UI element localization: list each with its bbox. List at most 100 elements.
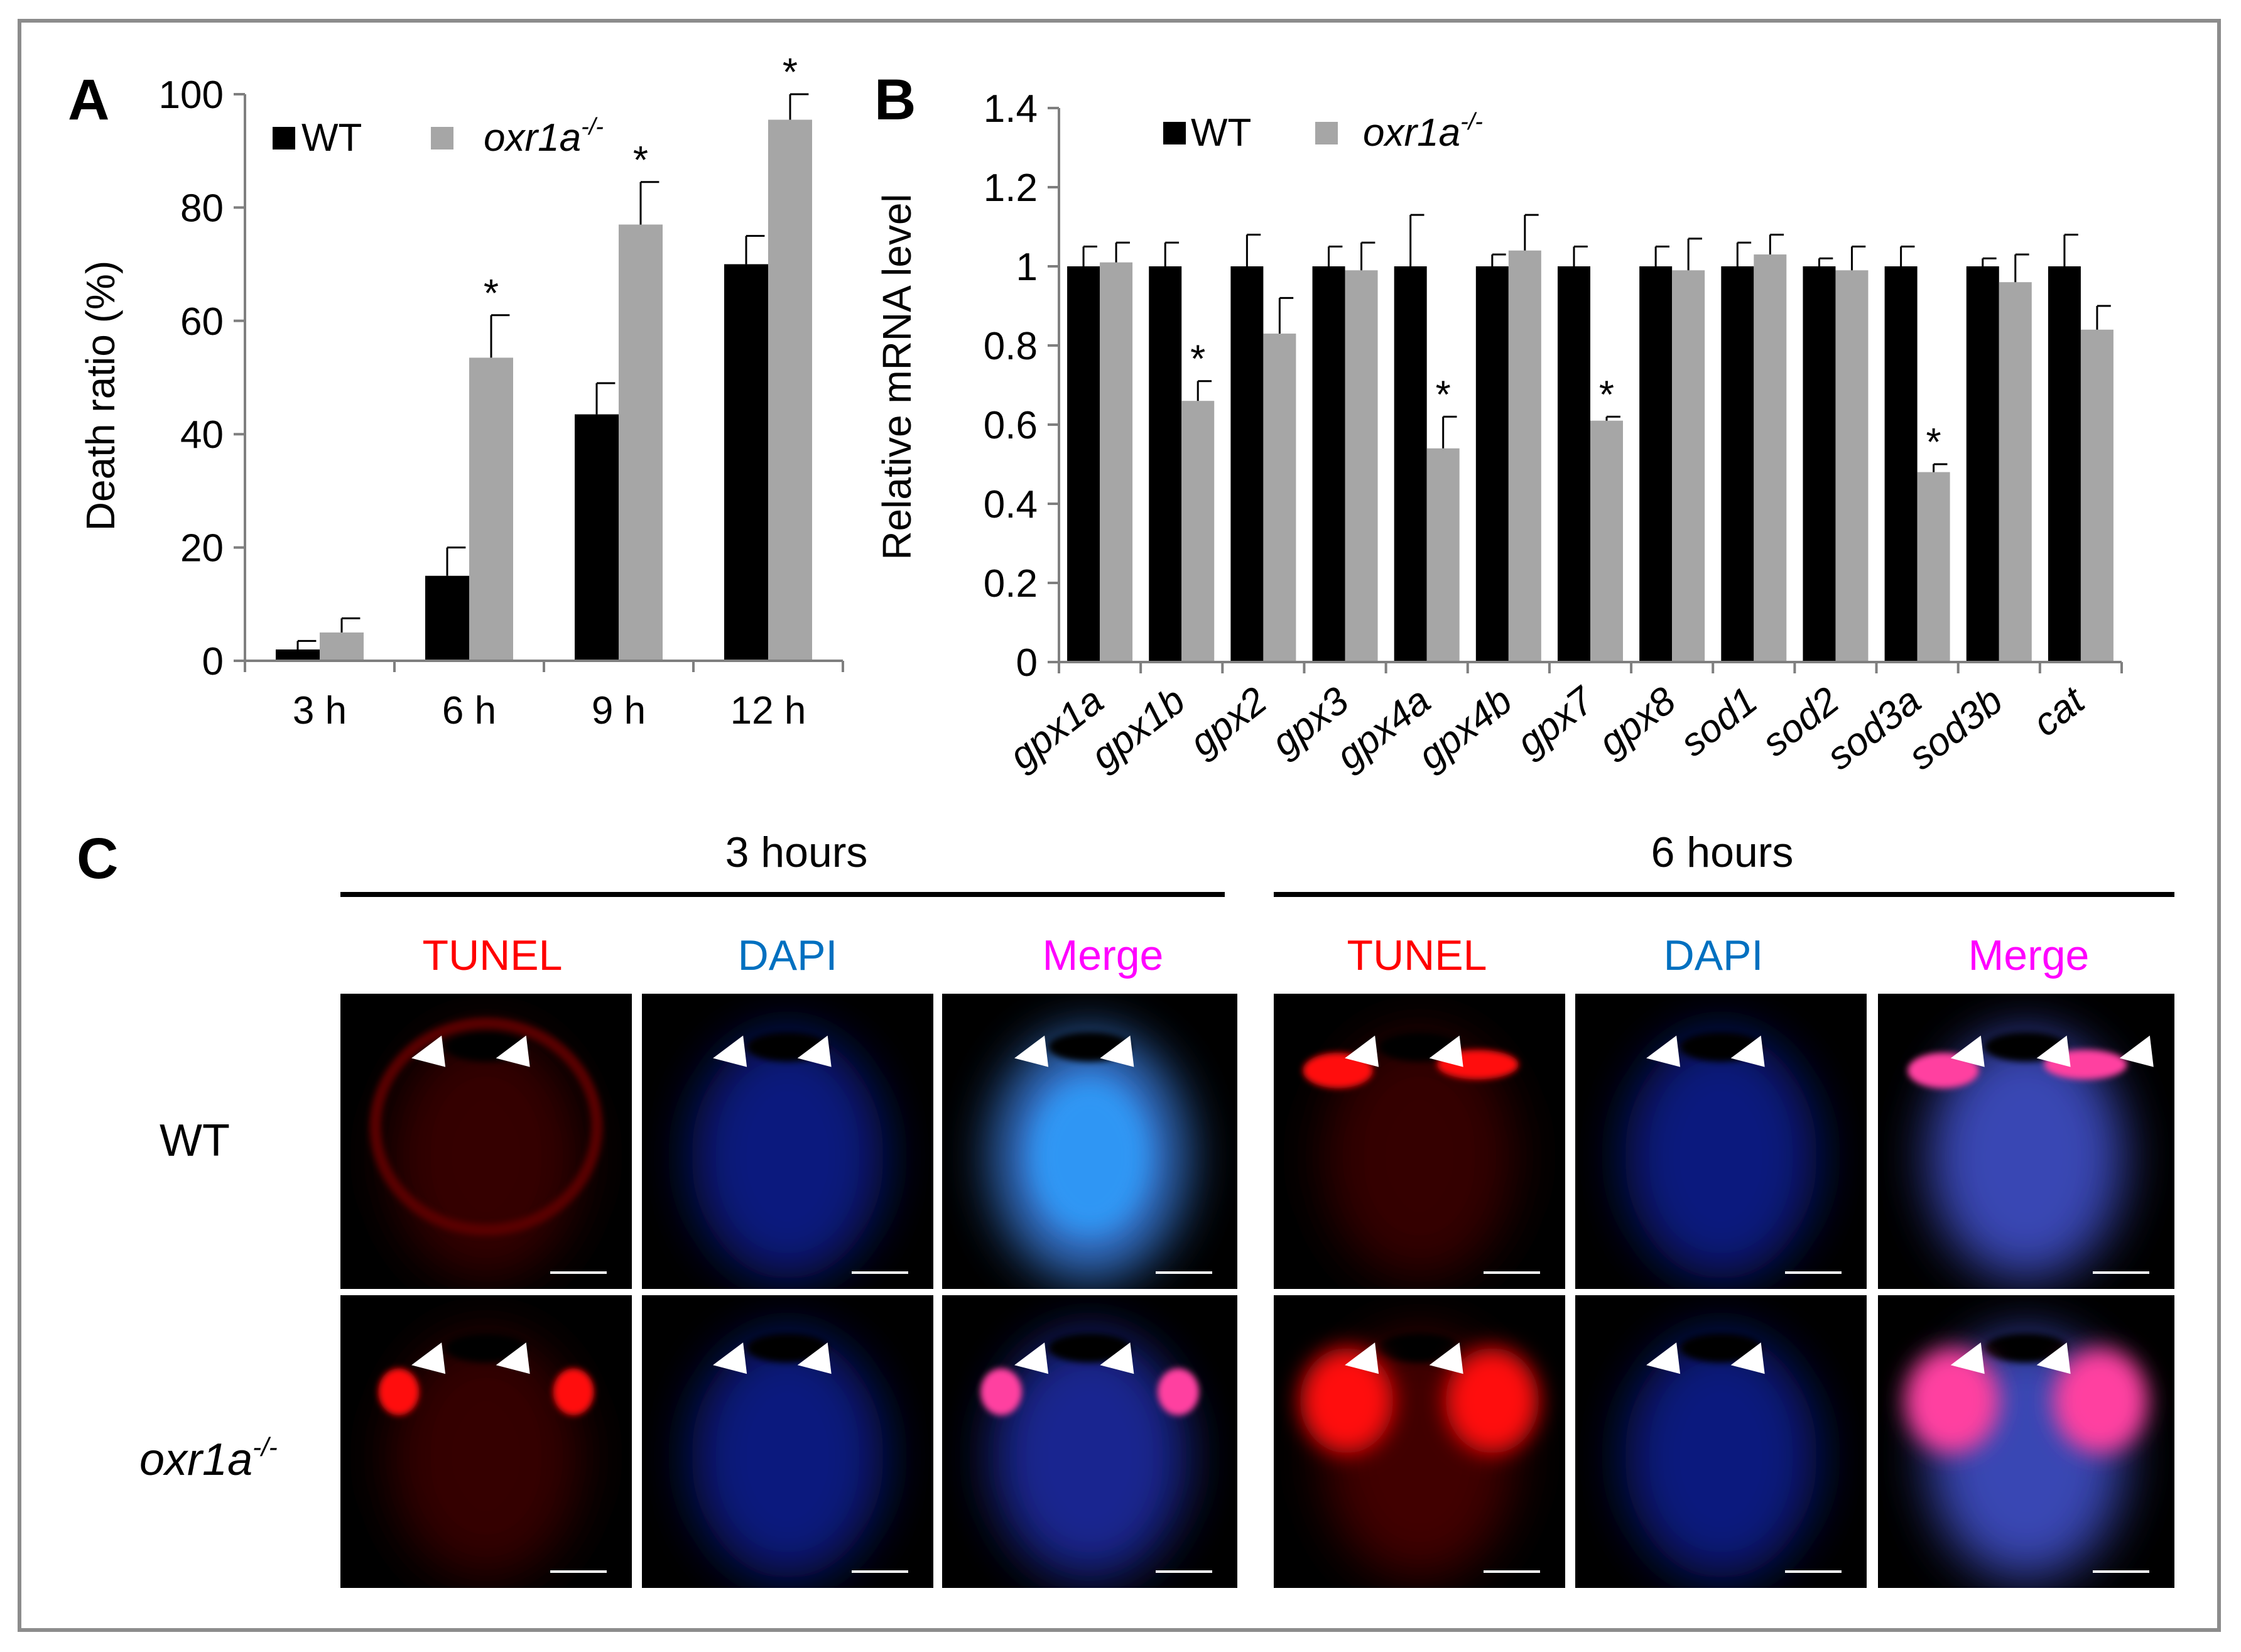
arrowhead-marker <box>411 1035 446 1067</box>
bar <box>1590 420 1623 662</box>
micrograph-tunel-3h-wt <box>340 994 632 1289</box>
x-tick-label: gpx7 <box>1509 678 1603 765</box>
panel-b-x-axis: gpx1agpx1bgpx2gpx3gpx4agpx4bgpx7gpx8sod1… <box>1001 661 2123 778</box>
arrowhead-marker <box>1730 1035 1765 1067</box>
bar <box>768 119 812 661</box>
y-tick-label: 80 <box>180 187 224 230</box>
legend-mutant-label: oxr1a-/- <box>1363 109 1483 155</box>
bar <box>1754 254 1787 663</box>
dark-region <box>747 1333 828 1363</box>
legend-mutant-sup: -/- <box>1460 109 1483 135</box>
legend-wt-swatch <box>1163 122 1186 144</box>
micrograph-tunel-3h-mutant <box>340 1295 632 1588</box>
micrograph-content <box>980 1333 1199 1580</box>
y-tick-label: 60 <box>180 300 224 344</box>
figure-frame <box>18 19 2221 1632</box>
bar <box>2080 329 2113 662</box>
channel-headers: TUNEL DAPI Merge TUNEL DAPI Merge <box>423 932 2090 979</box>
dark-region <box>1379 1333 1460 1363</box>
panel-c: C 3 hours 6 hours TUNEL DAPI Merge TUNEL… <box>77 827 2174 1588</box>
micrograph-content <box>1300 1333 1539 1580</box>
head-glow <box>1624 1032 1818 1280</box>
panel-a-x-axis: 3 h 6 h 9 h 12 h <box>244 660 844 732</box>
y-tick-label: 1.2 <box>984 166 1038 210</box>
head-glow <box>1323 1032 1516 1280</box>
x-tick-label: sod3a <box>1819 679 1929 778</box>
bar <box>724 264 768 661</box>
channel-tunel-3h: TUNEL <box>423 932 563 979</box>
bar <box>1917 472 1950 662</box>
channel-dapi-6h: DAPI <box>1664 932 1764 979</box>
panel-b-legend: WT oxr1a-/- <box>1163 109 1483 155</box>
panel-a: A Death ratio (%) 0 20 40 60 80 100 * * * 3 h 6 … <box>68 51 844 732</box>
head-glow <box>1624 1333 1818 1580</box>
tunel-signal <box>1300 1347 1394 1454</box>
panel-a-bars: * * * <box>276 51 812 661</box>
head-glow <box>389 1333 583 1580</box>
tunel-signal <box>1303 1053 1373 1089</box>
arrowhead-marker <box>2119 1035 2154 1067</box>
x-tick-label: 9 h <box>592 689 646 732</box>
arrowhead-marker <box>797 1035 832 1067</box>
timepoint-6h-label: 6 hours <box>1651 829 1794 876</box>
bar <box>1181 401 1215 662</box>
micrograph-content <box>1624 1333 1818 1580</box>
tunel-signal <box>2053 1347 2148 1454</box>
micrograph-content <box>378 1333 594 1580</box>
head-glow <box>1928 1032 2124 1280</box>
bar <box>1345 270 1378 662</box>
channel-merge-6h: Merge <box>1968 932 2090 979</box>
bar <box>1721 266 1754 662</box>
y-tick-label: 0 <box>1016 641 1038 685</box>
micrograph-dapi-6h-wt <box>1575 994 1867 1289</box>
tunel-signal <box>1907 1053 1979 1089</box>
arrowhead-marker <box>1646 1035 1681 1067</box>
arrowhead-marker <box>1950 1035 1985 1067</box>
y-tick-label: 0 <box>202 640 224 683</box>
significance-star: * <box>783 51 798 94</box>
panel-a-y-axis: 0 20 40 60 80 100 <box>159 73 246 683</box>
micrograph-tunel-6h-mutant <box>1274 1295 1565 1588</box>
head-glow <box>691 1032 884 1280</box>
bar <box>1475 266 1509 662</box>
arrowhead-marker <box>496 1035 530 1067</box>
head-glow <box>691 1333 884 1580</box>
x-tick-label: gpx4a <box>1328 679 1439 778</box>
bar <box>1835 270 1869 662</box>
x-tick-label: gpx8 <box>1590 678 1684 764</box>
y-tick-label: 0.4 <box>984 483 1038 526</box>
bar <box>1230 266 1264 662</box>
y-tick-label: 0.2 <box>984 562 1038 606</box>
panel-a-ylabel: Death ratio (%) <box>78 261 123 531</box>
arrowhead-marker <box>1100 1035 1134 1067</box>
dark-region <box>1680 1333 1762 1363</box>
arrowhead-marker <box>2036 1342 2071 1374</box>
arrowhead-marker <box>496 1342 530 1374</box>
x-tick-label: 12 h <box>730 689 806 732</box>
row-label-wt: WT <box>160 1116 230 1166</box>
bar <box>1508 250 1541 662</box>
dark-region <box>1984 1333 2068 1363</box>
tunel-signal <box>1158 1368 1199 1416</box>
x-tick-label: cat <box>2025 678 2094 745</box>
micrograph-dapi-3h-mutant <box>642 1295 933 1588</box>
micrograph-merge-6h-wt <box>1878 994 2174 1289</box>
bar <box>1672 270 1705 662</box>
bar <box>320 632 364 661</box>
panel-b-y-axis: 0 0.2 0.4 0.6 0.8 1 1.2 1.4 <box>984 87 1060 685</box>
panel-a-letter: A <box>68 68 109 132</box>
dark-region <box>445 1333 527 1363</box>
bar <box>1263 334 1296 662</box>
micrograph-merge-6h-mutant <box>1878 1295 2174 1588</box>
channel-tunel-6h: TUNEL <box>1347 932 1487 979</box>
panel-c-letter: C <box>77 827 118 891</box>
panel-b-letter: B <box>874 68 916 132</box>
arrowhead-marker <box>713 1342 747 1374</box>
arrowhead-marker <box>797 1342 832 1374</box>
timepoint-3h-label: 3 hours <box>725 829 868 876</box>
legend-mutant-swatch <box>431 127 453 149</box>
panel-b-bars: * * * * <box>1067 214 2113 663</box>
micrograph-content <box>992 1032 1188 1280</box>
bar <box>619 224 663 661</box>
